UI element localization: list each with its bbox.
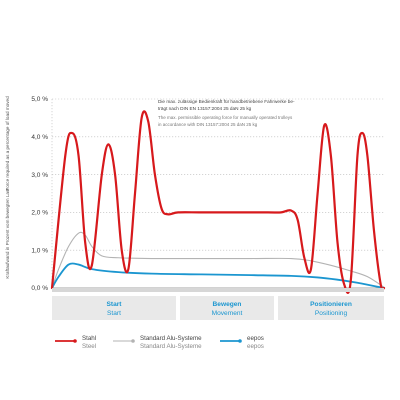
- series-line-stahl: [50, 110, 386, 294]
- legend-label-en: Standard Alu-Systeme: [140, 343, 202, 350]
- phase-label-en: Start: [107, 310, 121, 317]
- y-tick-label: 3,0 %: [31, 172, 48, 179]
- legend-marker: [238, 339, 242, 343]
- phase-label-en: Positioning: [315, 310, 348, 317]
- annotation-en-1: The max. permissible operating force for…: [158, 115, 293, 120]
- legend-label: Stahl: [82, 335, 96, 342]
- series-line-standard-alu-systeme: [51, 231, 385, 289]
- y-tick-label: 4,0 %: [31, 134, 48, 141]
- legend-label-en: Steel: [82, 343, 96, 350]
- y-tick-label: 1,0 %: [31, 247, 48, 254]
- phase-label: Bewegen: [213, 301, 242, 308]
- y-tick-label: 5,0 %: [31, 96, 48, 103]
- annotation-de-1: Die max. zulässige Bedienkraft für handb…: [158, 99, 295, 104]
- legend-marker: [131, 339, 135, 343]
- phase-label: Start: [106, 301, 122, 308]
- legend-label: Standard Alu-Systeme: [140, 335, 202, 342]
- series-lines: [50, 110, 386, 294]
- annotation: Die max. zulässige Bedienkraft für handb…: [158, 99, 295, 127]
- legend-label-en: eepos: [247, 343, 264, 350]
- y-tick-label: 2,0 %: [31, 210, 48, 217]
- annotation-de-2: trägt nach DIN EN 13157:2004 25 daN 25 k…: [158, 106, 252, 111]
- annotation-en-2: in accordance with DIN 13157:2004 25 daN…: [158, 122, 258, 127]
- legend-marker: [73, 339, 77, 343]
- y-axis-label: Kraftaufwand in Prozent vom bewegten Las…: [5, 188, 10, 279]
- phase-box: [52, 296, 176, 320]
- phase-label: Positionieren: [310, 301, 352, 308]
- phase-box: [180, 296, 274, 320]
- phase-label-en: Movement: [212, 310, 243, 317]
- legend-label: eepos: [247, 335, 264, 342]
- y-tick-label: 0,0 %: [31, 285, 48, 292]
- y-axis-label-en: Force required as a percentage of load m…: [5, 96, 10, 191]
- phase-bar: Start Start Bewegen Movement Positionieren Po…: [52, 288, 384, 320]
- phase-baseline: [52, 288, 384, 292]
- phase-box: [278, 296, 384, 320]
- series-line-eepos: [51, 262, 385, 289]
- y-axis-ticks: 0,0 % 1,0 % 2,0 % 3,0 % 4,0 % 5,0 %: [31, 96, 48, 292]
